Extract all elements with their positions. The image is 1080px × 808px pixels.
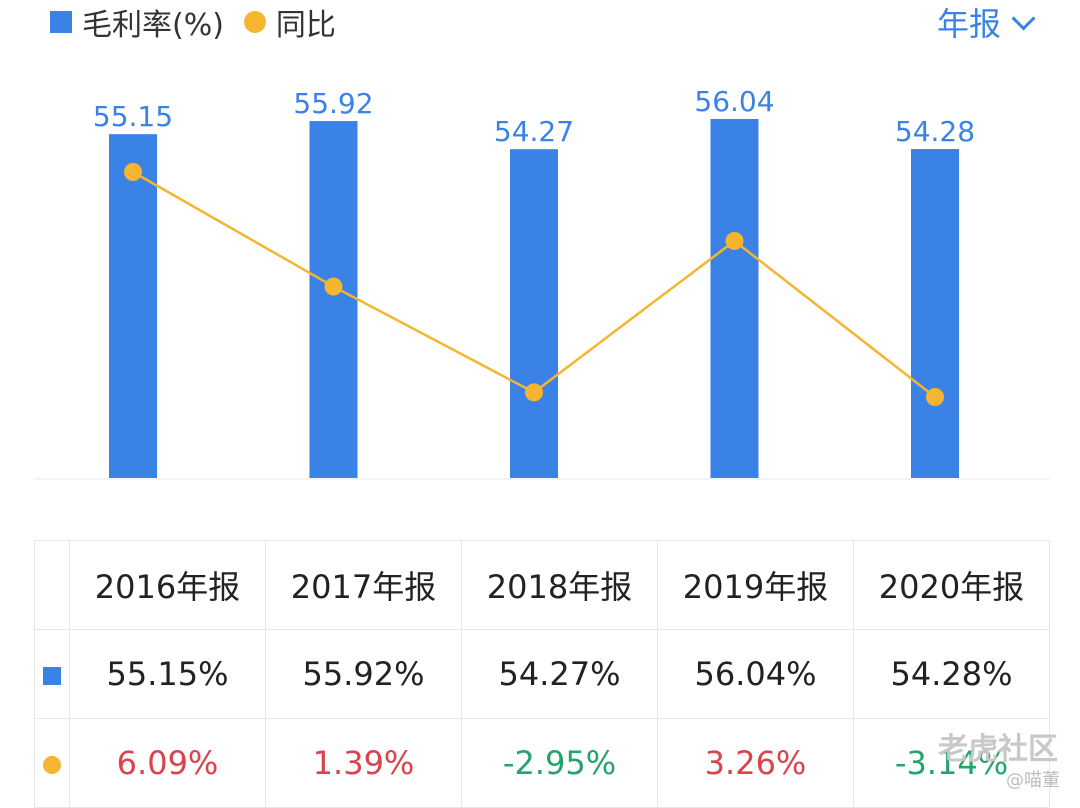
row-margin-marker <box>34 629 70 719</box>
table-cell: 3.26% <box>657 718 854 808</box>
legend-line-item[interactable]: 同比 <box>243 0 336 44</box>
table-row-yoy: 6.09% 1.39% -2.95% 3.26% -3.14% <box>34 718 1050 808</box>
table-cell: 55.15% <box>69 629 266 719</box>
bar-margin <box>911 149 959 478</box>
bar-data-label: 56.04 <box>694 85 774 118</box>
table-header-cell: 2017年报 <box>265 540 462 630</box>
table-cell: -3.14% <box>853 718 1050 808</box>
table-cell: -2.95% <box>461 718 658 808</box>
bar-series-square-icon <box>43 667 61 685</box>
margin-chart: 55.15 55.92 54.27 56.04 54.28 <box>34 85 1050 480</box>
bar-data-label: 54.27 <box>494 115 574 148</box>
line-yoy-point <box>525 383 543 402</box>
chevron-down-icon <box>1011 5 1036 31</box>
table-cell: 6.09% <box>69 718 266 808</box>
row-yoy-marker <box>34 718 70 808</box>
table-row-margin: 55.15% 55.92% 54.27% 56.04% 54.28% <box>34 629 1050 719</box>
table-cell: 1.39% <box>265 718 462 808</box>
line-yoy-point <box>725 231 744 250</box>
legend-line-swatch <box>243 11 266 33</box>
bar-margin <box>309 121 358 478</box>
table-corner-cell <box>34 540 70 630</box>
table-header-cell: 2018年报 <box>461 540 658 630</box>
period-selector[interactable]: 年报 <box>936 0 1036 44</box>
legend-bar-swatch <box>50 11 72 33</box>
bar-margin <box>510 149 558 478</box>
chart-legend: 毛利率(%) 同比 <box>50 0 346 44</box>
bar-data-label: 55.92 <box>293 87 373 120</box>
line-yoy-point <box>124 163 142 181</box>
table-cell: 54.28% <box>853 629 1050 719</box>
watermark-brand: 老虎社区 <box>938 732 1058 767</box>
table-cell: 55.92% <box>265 629 462 719</box>
table-cell: 54.27% <box>461 629 658 719</box>
bar-margin <box>710 119 759 478</box>
table-header-cell: 2020年报 <box>853 540 1050 630</box>
legend-line-label: 同比 <box>275 8 336 43</box>
line-yoy-point <box>324 277 343 296</box>
legend-bar-item[interactable]: 毛利率(%) <box>50 0 224 44</box>
bar-data-label: 54.28 <box>895 115 975 148</box>
table-header-cell: 2019年报 <box>657 540 854 630</box>
bar-data-label: 55.15 <box>93 100 173 133</box>
table-header-cell: 2016年报 <box>69 540 266 630</box>
table-header-row: 2016年报 2017年报 2018年报 2019年报 2020年报 <box>34 540 1050 630</box>
line-series-dot-icon <box>43 756 61 774</box>
period-selector-label: 年报 <box>936 5 1001 43</box>
table-cell: 56.04% <box>657 629 854 719</box>
bar-margin <box>109 134 157 478</box>
legend-bar-label: 毛利率(%) <box>82 8 224 43</box>
watermark-user: @喵董 <box>1006 770 1060 791</box>
data-table: 2016年报 2017年报 2018年报 2019年报 2020年报 55.15… <box>34 540 1050 808</box>
line-yoy-point <box>926 388 944 406</box>
